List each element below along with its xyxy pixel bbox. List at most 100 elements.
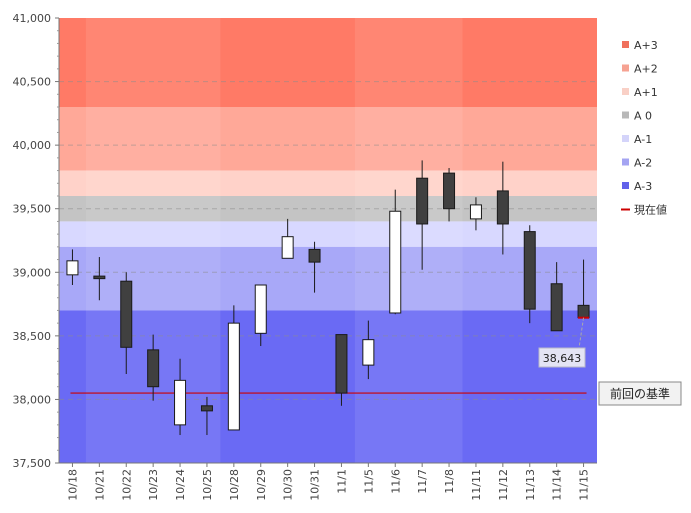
x-tick-label: 11/7	[416, 469, 429, 494]
legend-item: A-2	[622, 157, 652, 170]
candle-10/28	[227, 305, 240, 431]
candle-body	[147, 349, 160, 388]
candle-body	[200, 405, 213, 412]
candle-10/22	[120, 272, 133, 374]
legend-item: 現在値	[621, 204, 667, 217]
x-tick-label: 11/12	[497, 469, 510, 501]
legend-swatch	[622, 111, 629, 119]
candle-11/5	[362, 320, 375, 380]
legend-swatch	[622, 182, 629, 189]
x-tick-label: 11/5	[362, 469, 375, 494]
x-tick-label: 11/8	[443, 469, 456, 494]
y-tick-label: 41,000	[13, 12, 52, 25]
candle-body	[281, 236, 294, 259]
legend-label: A 0	[634, 110, 652, 123]
candle-body	[362, 339, 375, 366]
candle-body	[93, 275, 106, 280]
candle-10/31	[308, 241, 321, 293]
x-tick-label: 10/30	[282, 469, 295, 501]
candle-11/8	[443, 168, 456, 222]
candle-10/24	[174, 358, 187, 436]
x-tick-label: 10/29	[255, 469, 268, 501]
y-tick-label: 40,000	[13, 139, 52, 152]
legend: A+3 A+2 A+1 A 0 A-1 A-2 A-3 現在値	[621, 39, 667, 217]
y-tick-label: 39,500	[13, 203, 52, 216]
zone-band-aminus2	[59, 246, 597, 311]
x-tick-label: 10/28	[228, 469, 241, 501]
x-tick-label: 10/22	[120, 469, 133, 501]
y-tick-label: 38,500	[13, 330, 52, 343]
candle-body	[469, 204, 482, 220]
legend-item: A+2	[622, 63, 658, 76]
candle-body	[550, 283, 563, 332]
y-tick-label: 38,000	[13, 393, 52, 406]
legend-item: A+3	[622, 39, 658, 52]
current-value-callout: 38,643	[538, 317, 586, 368]
candle-11/13	[523, 225, 536, 324]
candle-10/30	[281, 218, 294, 259]
candle-body	[496, 190, 509, 225]
x-axis: 10/18 10/21 10/22 10/23 10/24 10/25 10/28 10/29…	[59, 462, 597, 501]
candle-body	[443, 172, 456, 210]
candle-body	[254, 284, 267, 334]
x-tick-label: 11/13	[524, 469, 537, 501]
x-tick-label: 11/11	[470, 469, 483, 501]
legend-label: A+2	[634, 63, 658, 76]
legend-label: A-2	[634, 157, 652, 170]
candle-body	[335, 334, 348, 394]
legend-swatch	[622, 64, 629, 72]
legend-label: A+1	[634, 86, 658, 99]
legend-item: A-1	[622, 133, 652, 146]
week-shade	[354, 18, 463, 463]
candle-11/6	[389, 189, 402, 315]
legend-item: A 0	[622, 110, 652, 123]
y-tick-label: 37,500	[13, 457, 52, 470]
callout-box	[538, 347, 586, 368]
candle-body	[389, 210, 402, 314]
legend-swatch	[622, 158, 629, 166]
candle-11/12	[496, 161, 509, 255]
candle-body	[66, 260, 79, 276]
x-tick-label: 10/24	[174, 469, 187, 501]
candle-layer	[66, 160, 590, 436]
candle-body	[416, 177, 429, 225]
x-tick-label: 10/31	[309, 469, 322, 501]
legend-item: A-3	[622, 180, 652, 193]
candle-11/14	[550, 262, 563, 332]
candle-body	[523, 231, 536, 310]
legend-label: A-1	[634, 133, 652, 146]
candle-body	[308, 248, 321, 263]
candle-10/18	[66, 249, 79, 285]
x-tick-label: 11/15	[578, 469, 591, 501]
legend-label: A-3	[634, 180, 652, 193]
candle-10/23	[147, 334, 160, 401]
baseline-label: 前回の基準	[610, 386, 670, 401]
y-axis: 37,500 38,000 38,500 39,000 39,500 40,000 40,5…	[13, 12, 60, 470]
x-tick-label: 10/23	[147, 469, 160, 501]
zone-band-aplus3	[59, 18, 597, 107]
zone-band-aminus1	[59, 221, 597, 247]
y-tick-label: 39,000	[13, 266, 52, 279]
candle-10/25	[200, 396, 213, 436]
zone-band-aplus2	[59, 107, 597, 171]
current-value-label: 38,643	[543, 352, 582, 365]
candle-11/7	[416, 160, 429, 270]
candle-11/1	[335, 334, 348, 406]
x-tick-label: 10/21	[93, 469, 106, 501]
legend-swatch	[622, 88, 629, 95]
legend-swatch	[622, 41, 629, 48]
candle-body	[174, 379, 187, 426]
y-tick-label: 40,500	[13, 76, 52, 89]
x-tick-label: 11/1	[335, 469, 348, 494]
candle-body	[227, 322, 240, 431]
candle-10/29	[254, 284, 267, 347]
x-tick-label: 11/6	[389, 469, 402, 494]
x-tick-label: 10/25	[201, 469, 214, 501]
legend-swatch	[622, 135, 629, 142]
x-tick-label: 11/14	[551, 469, 564, 501]
legend-label: A+3	[634, 39, 658, 52]
x-tick-label: 10/18	[66, 469, 79, 501]
baseline-label-frame	[598, 381, 682, 406]
legend-item: A+1	[622, 86, 658, 99]
